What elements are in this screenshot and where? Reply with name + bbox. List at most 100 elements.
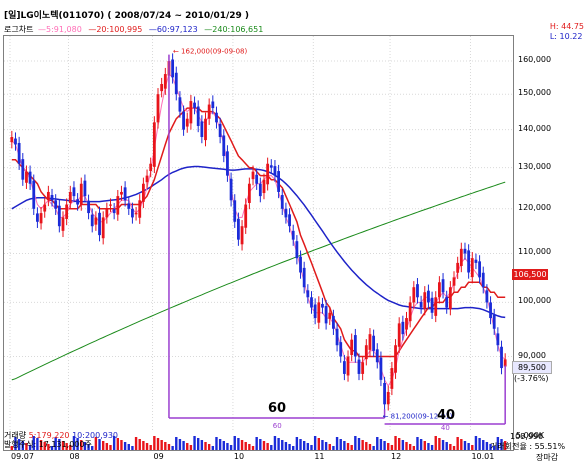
y-axis-tick-label: 100,000 bbox=[518, 296, 552, 306]
y-axis-tick-label: 120,000 bbox=[518, 202, 552, 212]
candle-body bbox=[174, 72, 178, 95]
candle-body bbox=[98, 212, 101, 236]
candle-body bbox=[68, 191, 72, 203]
turnover-rate: 거래회전율 : 55.51% bbox=[490, 442, 566, 451]
volume-bar bbox=[178, 439, 182, 450]
price-chart-panel[interactable]: ← 162,000(09-09-08) ← 81,200(09-12-01) 60 4… bbox=[3, 35, 514, 431]
volume-bar bbox=[401, 440, 405, 450]
volume-bar bbox=[25, 443, 28, 450]
candle-body bbox=[386, 391, 390, 405]
candle-body bbox=[244, 204, 248, 228]
ma60-line-group bbox=[11, 165, 506, 319]
volume-bar bbox=[138, 439, 141, 450]
candle-body bbox=[152, 122, 156, 167]
candle-body bbox=[332, 315, 335, 329]
volume-bar bbox=[372, 446, 375, 450]
candle-body bbox=[10, 137, 14, 143]
volume-bar bbox=[339, 439, 342, 450]
volume-bar bbox=[310, 445, 313, 450]
candle-body bbox=[430, 297, 434, 313]
candle-body bbox=[222, 135, 226, 156]
volume-bar bbox=[383, 441, 386, 450]
volume-bar bbox=[324, 442, 328, 450]
chart-title: [일]LG이노텍(011070) ( 2008/07/24 ~ 2010/01/… bbox=[4, 11, 250, 21]
ma60-line bbox=[11, 165, 506, 319]
volume-bar bbox=[218, 439, 222, 450]
candle-body bbox=[496, 333, 500, 346]
candle-body bbox=[448, 287, 452, 310]
candle-body bbox=[258, 183, 262, 197]
candle-body bbox=[65, 204, 69, 219]
candle-body bbox=[401, 321, 405, 335]
volume-bar bbox=[251, 446, 255, 450]
candle-body bbox=[109, 204, 112, 206]
volume-bar bbox=[467, 443, 470, 450]
volume-bar bbox=[423, 441, 426, 450]
candle-body bbox=[423, 292, 427, 310]
candle-body bbox=[474, 259, 478, 263]
candle-body bbox=[419, 301, 423, 308]
ma20-line bbox=[11, 107, 506, 358]
candle-body bbox=[463, 248, 467, 254]
y-axis-tick-label: 160,000 bbox=[518, 55, 552, 65]
volume-bar bbox=[127, 444, 130, 450]
ma240-value: 240:106,651 bbox=[212, 25, 264, 34]
volume-bar bbox=[164, 442, 167, 450]
volume-bar bbox=[474, 436, 478, 450]
candle-body bbox=[233, 200, 237, 222]
price-change-tag: (-3.76%) bbox=[514, 374, 549, 383]
candle-body bbox=[21, 159, 25, 180]
volume-bar bbox=[434, 436, 437, 450]
volume-bar bbox=[445, 442, 448, 450]
candle-body bbox=[434, 297, 438, 316]
volume-bar bbox=[387, 443, 390, 450]
candle-body bbox=[189, 101, 193, 124]
volume-bar bbox=[72, 436, 76, 450]
x-axis-tick-label: 11 bbox=[314, 452, 325, 461]
volume-bar bbox=[306, 443, 310, 450]
candle-body bbox=[79, 183, 83, 205]
volume-bar bbox=[379, 439, 383, 450]
volume-bar bbox=[120, 440, 123, 450]
candle-body bbox=[324, 306, 328, 324]
candle-body bbox=[141, 183, 145, 202]
volume-bar bbox=[332, 446, 335, 450]
candle-body bbox=[342, 361, 346, 374]
candle-body bbox=[131, 208, 134, 218]
candle-body bbox=[200, 121, 204, 138]
volume-bar bbox=[343, 441, 346, 450]
volume-bar bbox=[240, 440, 244, 450]
x-axis: 09.07 08 09 10 11 12 10.01 bbox=[3, 451, 512, 463]
volume-bar bbox=[207, 444, 211, 450]
candle-body bbox=[14, 138, 17, 145]
volume-bar bbox=[412, 446, 416, 450]
volume-bar bbox=[460, 439, 463, 450]
candle-body bbox=[196, 106, 200, 126]
volume-bar bbox=[105, 443, 109, 450]
candle-body bbox=[470, 258, 474, 278]
ma5-legend: —5:91,080 bbox=[38, 25, 82, 34]
candle-body bbox=[149, 163, 153, 172]
low-value: L: 10.22 bbox=[549, 32, 583, 41]
candle-body bbox=[368, 334, 372, 350]
candle-body bbox=[39, 213, 43, 224]
candle-body bbox=[481, 272, 485, 288]
volume-bar bbox=[281, 440, 284, 450]
price-chart-svg: ← 162,000(09-09-08) ← 81,200(09-12-01) 60 4… bbox=[4, 36, 513, 430]
candle-body bbox=[211, 101, 215, 109]
volume-bar bbox=[39, 440, 43, 450]
volume-bar bbox=[98, 439, 101, 450]
volume-bar bbox=[237, 438, 240, 450]
x-axis-tick-label: 08 bbox=[69, 452, 80, 461]
candle-body bbox=[405, 318, 408, 330]
volume-bar bbox=[394, 436, 397, 450]
volume-bar bbox=[288, 444, 291, 450]
volume-bar bbox=[87, 444, 90, 450]
volume-bar bbox=[109, 445, 112, 450]
volume-panel[interactable] bbox=[3, 430, 514, 451]
candle-body bbox=[503, 359, 507, 367]
candle-body bbox=[83, 180, 87, 197]
candle-body bbox=[101, 217, 105, 239]
volume-bar bbox=[430, 445, 434, 450]
candle-body bbox=[328, 312, 332, 319]
